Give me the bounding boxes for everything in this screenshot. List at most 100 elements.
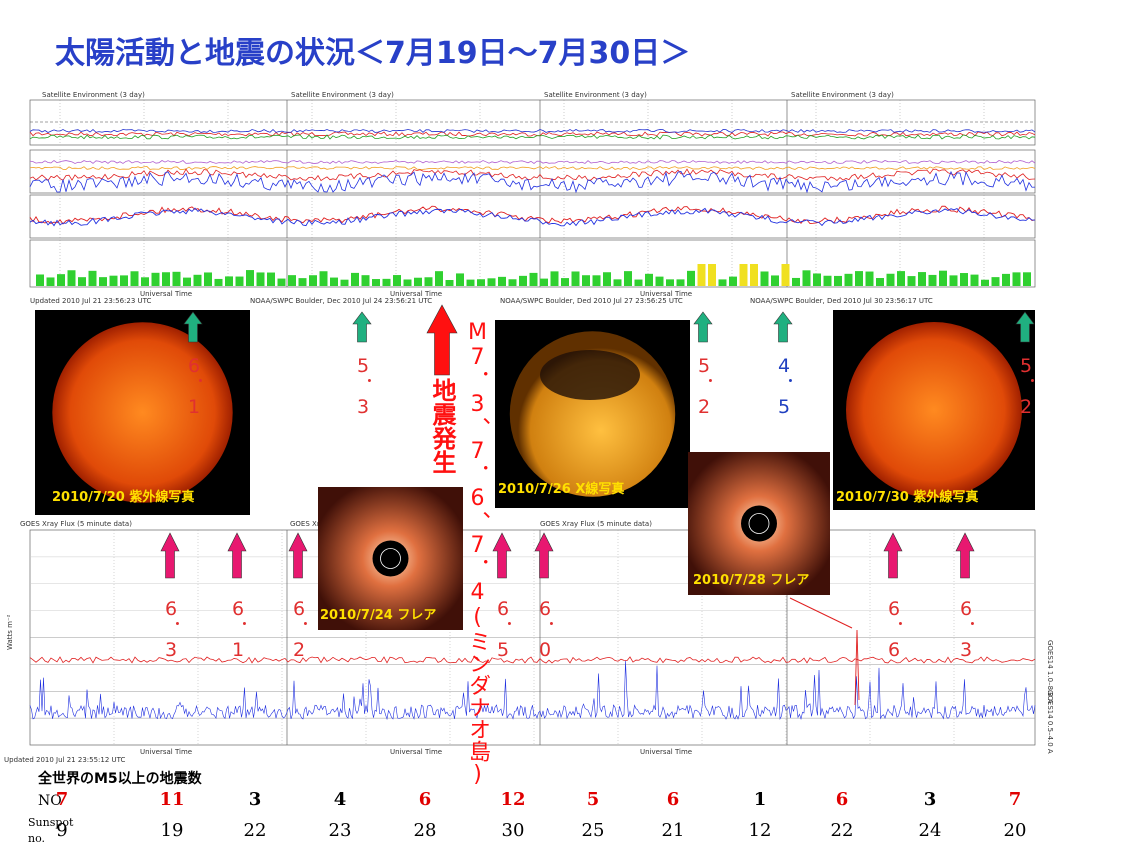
kp-bar — [172, 271, 181, 286]
kp-bar — [498, 276, 506, 286]
kp-bar — [267, 272, 275, 286]
kp-bar — [897, 271, 905, 286]
event-magnitude: 5．2 — [1015, 355, 1037, 418]
up-arrow — [183, 311, 203, 343]
event-magnitude: 6．1 — [227, 598, 249, 661]
quake-arrow — [426, 304, 458, 376]
up-arrow — [492, 532, 512, 579]
kp-bar — [865, 271, 874, 286]
kp-bar — [340, 279, 349, 286]
kp-bar — [246, 270, 254, 286]
count: 6 — [835, 789, 849, 810]
photo-caption: 2010/7/20 紫外線写真 — [52, 490, 195, 505]
event-magnitude: 6．3 — [160, 598, 182, 661]
occulter-ring — [380, 548, 401, 569]
event-magnitude: 6．0 — [534, 598, 556, 661]
up-arrow — [160, 532, 180, 579]
kp-bar — [372, 279, 380, 286]
kp-bar — [309, 275, 317, 286]
sunspot: 28 — [413, 820, 437, 841]
kp-bar — [130, 271, 139, 286]
kp-bar — [939, 270, 947, 286]
kp-bar — [88, 270, 97, 286]
title: 太陽活動と地震の状況＜7月19日～7月30日＞ — [55, 36, 691, 71]
count: 3 — [248, 789, 262, 810]
up-arrow — [883, 532, 903, 579]
kp-bar — [288, 275, 296, 286]
kp-bar — [792, 277, 800, 286]
kp-bar — [435, 271, 443, 286]
count: 5 — [586, 789, 600, 810]
up-arrow — [773, 311, 793, 343]
kp-bar — [57, 274, 65, 286]
footer: Updated 2010 Jul 21 23:56:23 UTC — [30, 297, 152, 305]
kp-bar — [907, 276, 916, 286]
kp-bar — [592, 275, 601, 286]
panel-header: Satellite Environment (3 day) — [42, 91, 145, 99]
sunspot: 22 — [243, 820, 267, 841]
kp-bar — [183, 277, 191, 286]
occulter — [372, 540, 409, 577]
kp-bar — [886, 273, 895, 286]
event-magnitude: 6．1 — [183, 355, 205, 418]
event-magnitude: 5．2 — [693, 355, 715, 418]
event-magnitude: 5．3 — [352, 355, 374, 418]
photo-caption: 2010/7/28 フレア — [693, 573, 810, 588]
kp-bar — [855, 271, 863, 286]
sun — [846, 322, 1022, 498]
kp-bar — [214, 278, 223, 286]
kp-bar — [876, 278, 884, 286]
kp-bar — [382, 278, 391, 286]
axis-label: Universal Time — [140, 290, 192, 298]
kp-bar — [162, 272, 170, 286]
sunspot: 19 — [160, 820, 184, 841]
axis-label: Watts m⁻² — [6, 614, 14, 650]
kp-bar — [1023, 272, 1031, 286]
quake-label: 地震発生 — [428, 378, 456, 474]
kp-bar — [298, 278, 307, 286]
kp-bar — [456, 273, 464, 286]
kp-bar — [508, 279, 517, 286]
panel — [29, 149, 1036, 194]
kp-bar — [697, 264, 706, 286]
kp-bar — [949, 275, 958, 286]
count: 11 — [159, 789, 185, 810]
kp-bar — [529, 272, 538, 286]
kp-bar — [277, 278, 286, 286]
kp-bar — [550, 271, 559, 286]
trace — [29, 159, 1036, 164]
kp-bar — [414, 277, 422, 286]
kp-bar — [330, 277, 338, 286]
kp-bar — [750, 264, 758, 286]
kp-bar — [120, 275, 128, 286]
kp-bar — [981, 279, 989, 286]
kp-bar — [67, 270, 76, 286]
count: 1 — [753, 789, 767, 810]
kp-bar — [319, 271, 328, 286]
kp-bar — [151, 272, 160, 286]
kp-bar — [634, 279, 643, 286]
kp-bar — [655, 276, 664, 286]
photo-caption: 2010/7/30 紫外線写真 — [836, 490, 979, 505]
kp-bar — [351, 272, 359, 286]
kp-bar — [141, 277, 149, 286]
kp-bar — [603, 272, 611, 286]
count: 6 — [666, 789, 680, 810]
up-arrow — [955, 532, 975, 579]
event-magnitude: 6．3 — [955, 598, 977, 661]
sunspot: 20 — [1003, 820, 1027, 841]
kp-bar — [624, 271, 632, 286]
kp-bar — [561, 278, 569, 286]
up-arrow — [227, 532, 247, 579]
trace — [29, 134, 1036, 140]
sunspot: 9 — [56, 820, 68, 841]
event-magnitude: 6．5 — [492, 598, 514, 661]
trace — [29, 660, 1036, 721]
trace — [29, 131, 1036, 137]
trace — [29, 207, 1036, 227]
kp-bar — [403, 279, 412, 286]
kp-bar — [823, 275, 832, 286]
panel-header: GOES Xray Flux (5 minute data) — [20, 520, 132, 528]
kp-bar — [225, 276, 233, 286]
